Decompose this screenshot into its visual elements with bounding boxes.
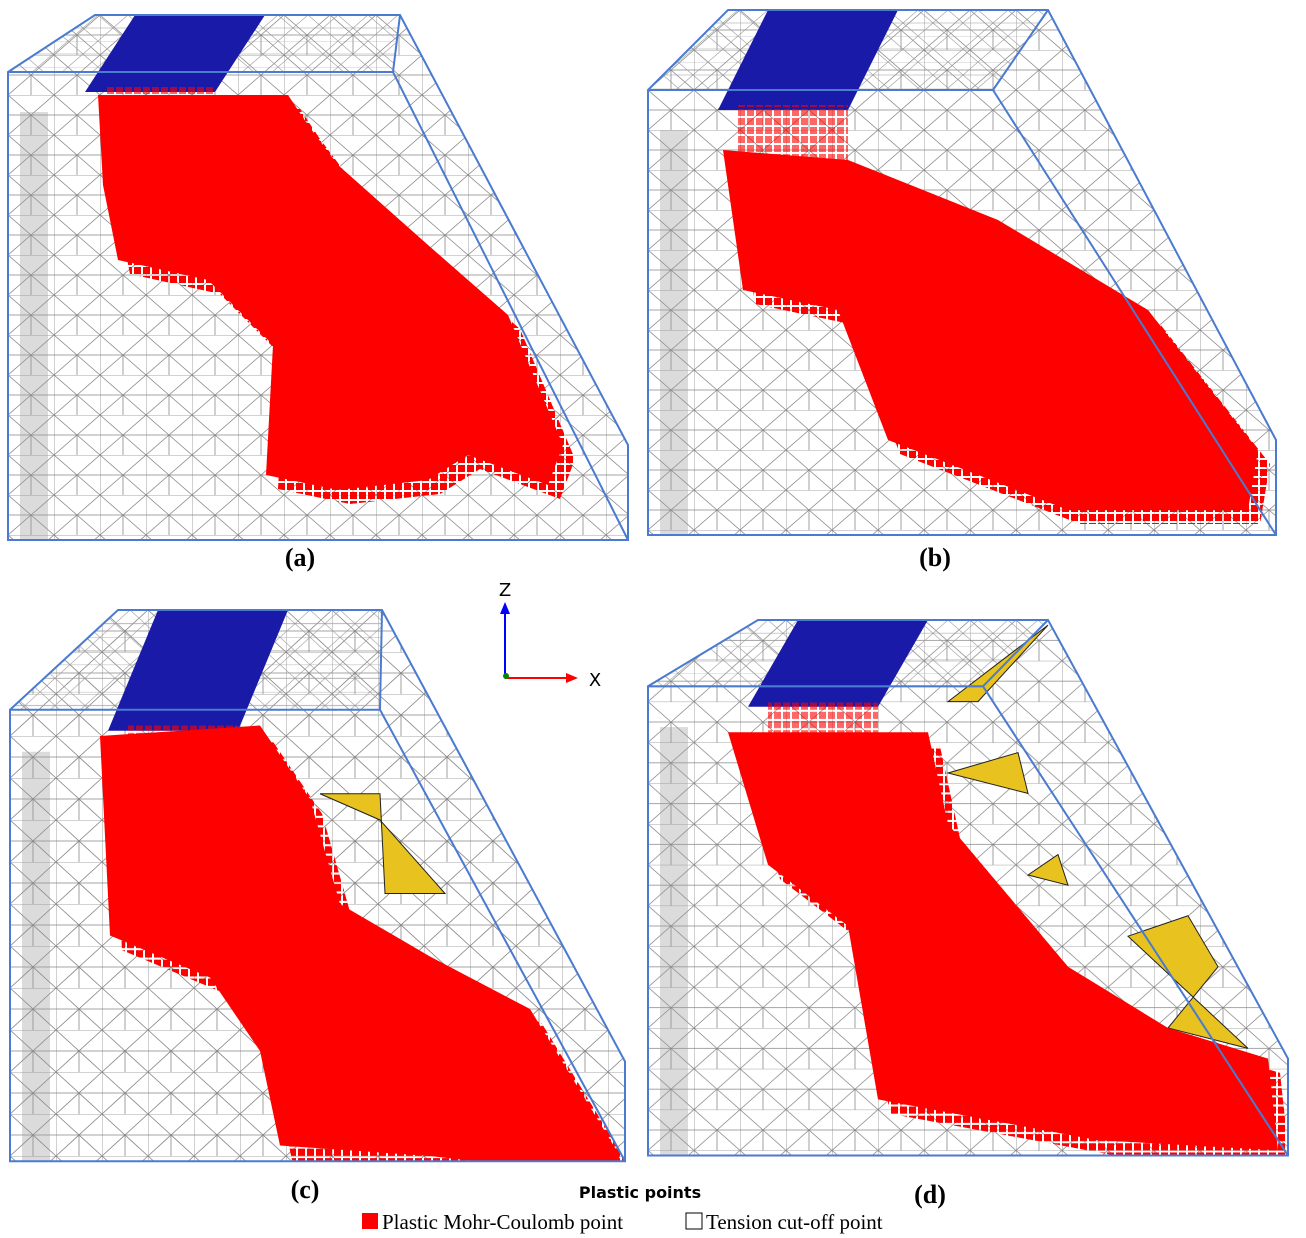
- mesh-group: [648, 620, 1290, 1165]
- legend-item: Tension cut-off point: [706, 1210, 883, 1234]
- side-face: [660, 130, 688, 535]
- side-face: [660, 727, 688, 1155]
- axis-label: X: [589, 670, 601, 691]
- model-panel: [648, 620, 1290, 1165]
- side-face: [20, 112, 48, 540]
- legend-item: Plastic Mohr-Coulomb point: [382, 1210, 623, 1234]
- model-panel: [10, 610, 632, 1192]
- panel-label: (b): [919, 543, 951, 572]
- axis-triad: Z X: [499, 580, 601, 691]
- figure: (a) (b) (c) (d) Z X Plastic points Plast…: [0, 0, 1306, 1238]
- mesh-group: [648, 10, 1276, 535]
- page: (a) (b) (c) (d) Z X Plastic points Plast…: [0, 0, 1306, 1238]
- legend-swatch: [686, 1213, 702, 1229]
- panel-label: (a): [285, 543, 315, 572]
- mesh-group: [8, 15, 628, 540]
- model-panel: [8, 15, 628, 540]
- panel-label: (d): [914, 1180, 946, 1209]
- legend-title: Plastic points: [579, 1183, 701, 1202]
- axis-label: Z: [499, 580, 511, 601]
- model-panel: [648, 10, 1276, 535]
- side-face: [22, 752, 50, 1162]
- panel-label: (c): [291, 1175, 320, 1204]
- legend-swatch: [362, 1213, 378, 1229]
